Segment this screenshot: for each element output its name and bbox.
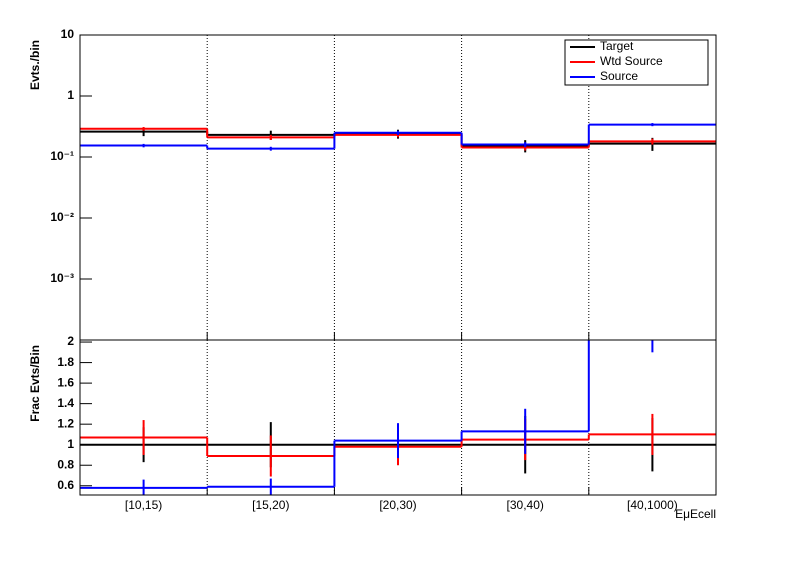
y-tick-label: 1.8 bbox=[57, 355, 74, 369]
x-axis-label: EμEcell bbox=[675, 507, 716, 521]
y-tick-label: 10 bbox=[61, 27, 75, 41]
y-tick-label: 1.6 bbox=[57, 375, 74, 389]
y-tick-label: 10⁻¹ bbox=[50, 149, 74, 163]
x-tick-label: [10,15) bbox=[125, 498, 162, 512]
y-tick-label: 1.4 bbox=[57, 396, 74, 410]
y-tick-label: 1.2 bbox=[57, 416, 74, 430]
plot-area bbox=[80, 123, 716, 153]
x-tick-label: [20,30) bbox=[379, 498, 416, 512]
y-tick-label: 0.6 bbox=[57, 478, 74, 492]
plot-area bbox=[80, 340, 716, 495]
y-tick-label: 2 bbox=[67, 334, 74, 348]
x-tick-label: [40,1000) bbox=[627, 498, 678, 512]
x-tick-label: [30,40) bbox=[507, 498, 544, 512]
legend-label: Target bbox=[600, 39, 634, 53]
y-tick-label: 1 bbox=[67, 437, 74, 451]
y-tick-label: 0.8 bbox=[57, 457, 74, 471]
legend-label: Wtd Source bbox=[600, 54, 663, 68]
y-tick-label: 10⁻³ bbox=[50, 271, 74, 285]
y-axis-label: Frac Evts/Bin bbox=[28, 345, 42, 422]
legend-label: Source bbox=[600, 69, 638, 83]
y-tick-label: 1 bbox=[67, 88, 74, 102]
frame bbox=[79, 339, 717, 496]
y-axis-label: Evts./bin bbox=[28, 40, 42, 90]
x-tick-label: [15,20) bbox=[252, 498, 289, 512]
y-tick-label: 10⁻² bbox=[50, 210, 74, 224]
